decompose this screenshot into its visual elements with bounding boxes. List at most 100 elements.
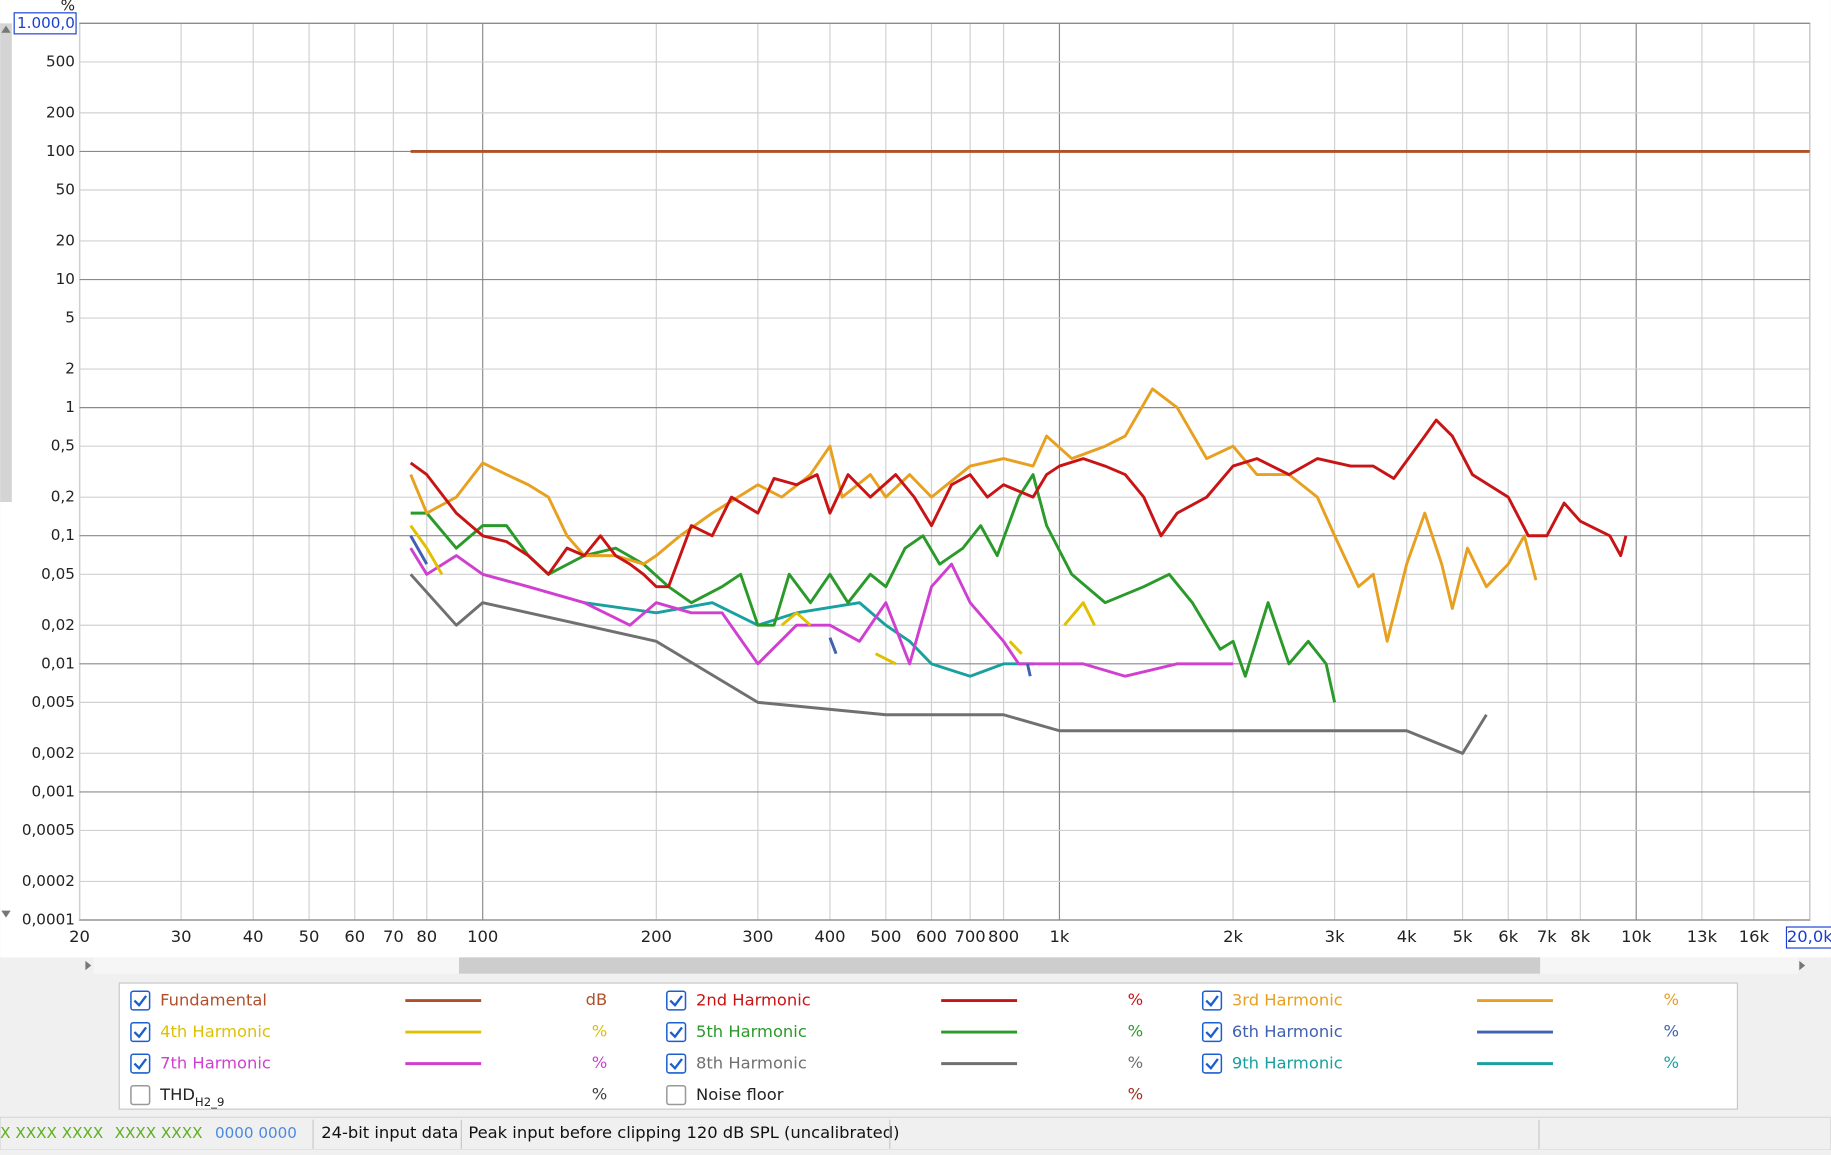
legend-name: 8th Harmonic xyxy=(696,1053,807,1072)
legend-name: 5th Harmonic xyxy=(696,1022,807,1041)
legend-unit: % xyxy=(1128,990,1144,1009)
status-item: X XXXX XXXX xyxy=(0,1124,103,1142)
legend-name-text: 5th Harmonic xyxy=(696,1022,807,1041)
series-line xyxy=(409,387,1538,643)
legend-checkbox[interactable] xyxy=(666,1021,687,1043)
y-tick-label: 0,0005 xyxy=(22,821,75,839)
x-tick-label: 13k xyxy=(1687,927,1718,946)
legend-name: 3rd Harmonic xyxy=(1232,990,1343,1009)
legend-checkbox[interactable] xyxy=(1201,1021,1223,1043)
y-tick-label: 5 xyxy=(65,309,75,327)
legend-unit: % xyxy=(1128,1022,1144,1041)
x-tick-label: 10k xyxy=(1621,927,1652,946)
checkmark xyxy=(133,1026,148,1039)
y-tick-label: 20 xyxy=(56,231,75,249)
status-item: 0000 0000 xyxy=(215,1124,297,1142)
series-line xyxy=(409,573,1488,755)
legend-name-text: 3rd Harmonic xyxy=(1232,990,1343,1009)
y-tick-label: 200 xyxy=(46,103,75,121)
legend-name-text: 2nd Harmonic xyxy=(696,990,811,1009)
legend-name: Fundamental xyxy=(160,990,267,1009)
y-tick-label: 0,0002 xyxy=(22,872,75,890)
legend-checkbox[interactable] xyxy=(666,1053,687,1074)
legend-panel xyxy=(118,982,1739,1110)
x-tick-label: 20,0k xyxy=(1787,927,1831,946)
legend-checkbox[interactable] xyxy=(130,1085,151,1106)
status-item: XXXX XXXX xyxy=(115,1124,203,1142)
legend-name-text: THD xyxy=(159,1085,195,1104)
checkmark xyxy=(669,995,683,1008)
x-tick-label: 60 xyxy=(344,927,365,946)
legend-unit: % xyxy=(592,1053,608,1072)
vertical-scrollbar[interactable] xyxy=(0,23,12,503)
legend-checkbox[interactable] xyxy=(130,990,151,1011)
legend-name: 4th Harmonic xyxy=(160,1022,271,1041)
legend-checkbox[interactable] xyxy=(130,1021,151,1043)
legend-checkbox[interactable] xyxy=(1201,1053,1223,1074)
x-tick-label: 700 xyxy=(955,927,986,946)
legend-unit: % xyxy=(1128,1053,1144,1072)
legend-unit: % xyxy=(1664,1053,1680,1072)
y-tick-label: 0,005 xyxy=(32,693,75,711)
x-tick-label: 200 xyxy=(641,927,672,946)
x-tick-label: 30 xyxy=(171,927,192,946)
checkmark xyxy=(669,1026,683,1039)
legend-checkbox[interactable] xyxy=(666,990,687,1011)
y-tick-label: 0,01 xyxy=(41,654,75,672)
series-line xyxy=(409,547,1234,678)
horizontal-scroll-thumb[interactable] xyxy=(459,957,1541,974)
y-tick-label: 2 xyxy=(65,360,75,378)
x-tick-label: 8k xyxy=(1570,927,1590,946)
x-tick-label: 300 xyxy=(742,927,773,946)
y-tick-label: 500 xyxy=(46,52,75,70)
legend-name-subscript: H2_9 xyxy=(195,1095,224,1109)
y-tick-label: 10 xyxy=(56,270,75,288)
legend-checkbox[interactable] xyxy=(666,1085,687,1106)
series-line xyxy=(409,524,1096,666)
x-tick-label: 3k xyxy=(1325,927,1345,946)
legend-name-text: Fundamental xyxy=(160,990,267,1009)
y-tick-label: 0,2 xyxy=(51,488,75,506)
status-item: 24-bit input data xyxy=(321,1123,458,1142)
y-unit: % xyxy=(61,0,75,14)
legend-checkbox[interactable] xyxy=(1201,990,1223,1011)
y-tick-label: 0,001 xyxy=(32,782,75,800)
checkmark xyxy=(1205,995,1219,1008)
plot-area xyxy=(78,22,1811,921)
x-tick-label: 7k xyxy=(1537,927,1557,946)
x-tick-label: 4k xyxy=(1397,927,1417,946)
x-tick-label: 50 xyxy=(299,927,320,946)
y-tick-label: 50 xyxy=(56,181,75,199)
plot: 20 30 40 50 60 70 80 100 200 300 400 500 600 700 800 1k… xyxy=(13,0,1831,949)
legend-name: 7th Harmonic xyxy=(160,1053,271,1072)
checkmark xyxy=(1205,1058,1219,1071)
x-tick-label: 20 xyxy=(69,927,90,946)
checkmark xyxy=(669,1058,683,1071)
x-tick-label: 6k xyxy=(1498,927,1518,946)
y-tick-label: 0,05 xyxy=(41,565,75,583)
y-tick-label: 1 xyxy=(65,398,75,416)
x-tick-label: 2k xyxy=(1223,927,1243,946)
y-tick-label: 1.000,0 xyxy=(17,14,75,32)
y-tick-label: 100 xyxy=(46,142,75,160)
y-tick-label: 0,0001 xyxy=(22,911,75,929)
y-tick-label: 0,02 xyxy=(41,616,75,634)
x-tick-label: 80 xyxy=(416,927,437,946)
legend-unit: % xyxy=(1664,1022,1680,1041)
y-end-box xyxy=(13,12,77,35)
y-tick-label: 0,002 xyxy=(32,744,75,762)
legend-name-text: Noise floor xyxy=(696,1085,784,1104)
legend-name: 9th Harmonic xyxy=(1232,1053,1343,1072)
legend-name-text: 9th Harmonic xyxy=(1232,1053,1343,1072)
checkmark xyxy=(133,995,148,1008)
x-tick-label: 500 xyxy=(870,927,901,946)
x-tick-label: 1k xyxy=(1050,927,1070,946)
status-items: X XXXX XXXX XXXX XXXX 0000 0000 24-bit inpu… xyxy=(0,1119,1540,1149)
legend-name-text: 7th Harmonic xyxy=(160,1053,271,1072)
legend-unit: % xyxy=(592,1085,608,1104)
series-line xyxy=(409,418,1628,589)
legend-checkbox[interactable] xyxy=(130,1053,151,1074)
x-tick-label: 16k xyxy=(1739,927,1770,946)
checkmark xyxy=(1205,1026,1219,1039)
x-tick-label: 600 xyxy=(916,927,947,946)
